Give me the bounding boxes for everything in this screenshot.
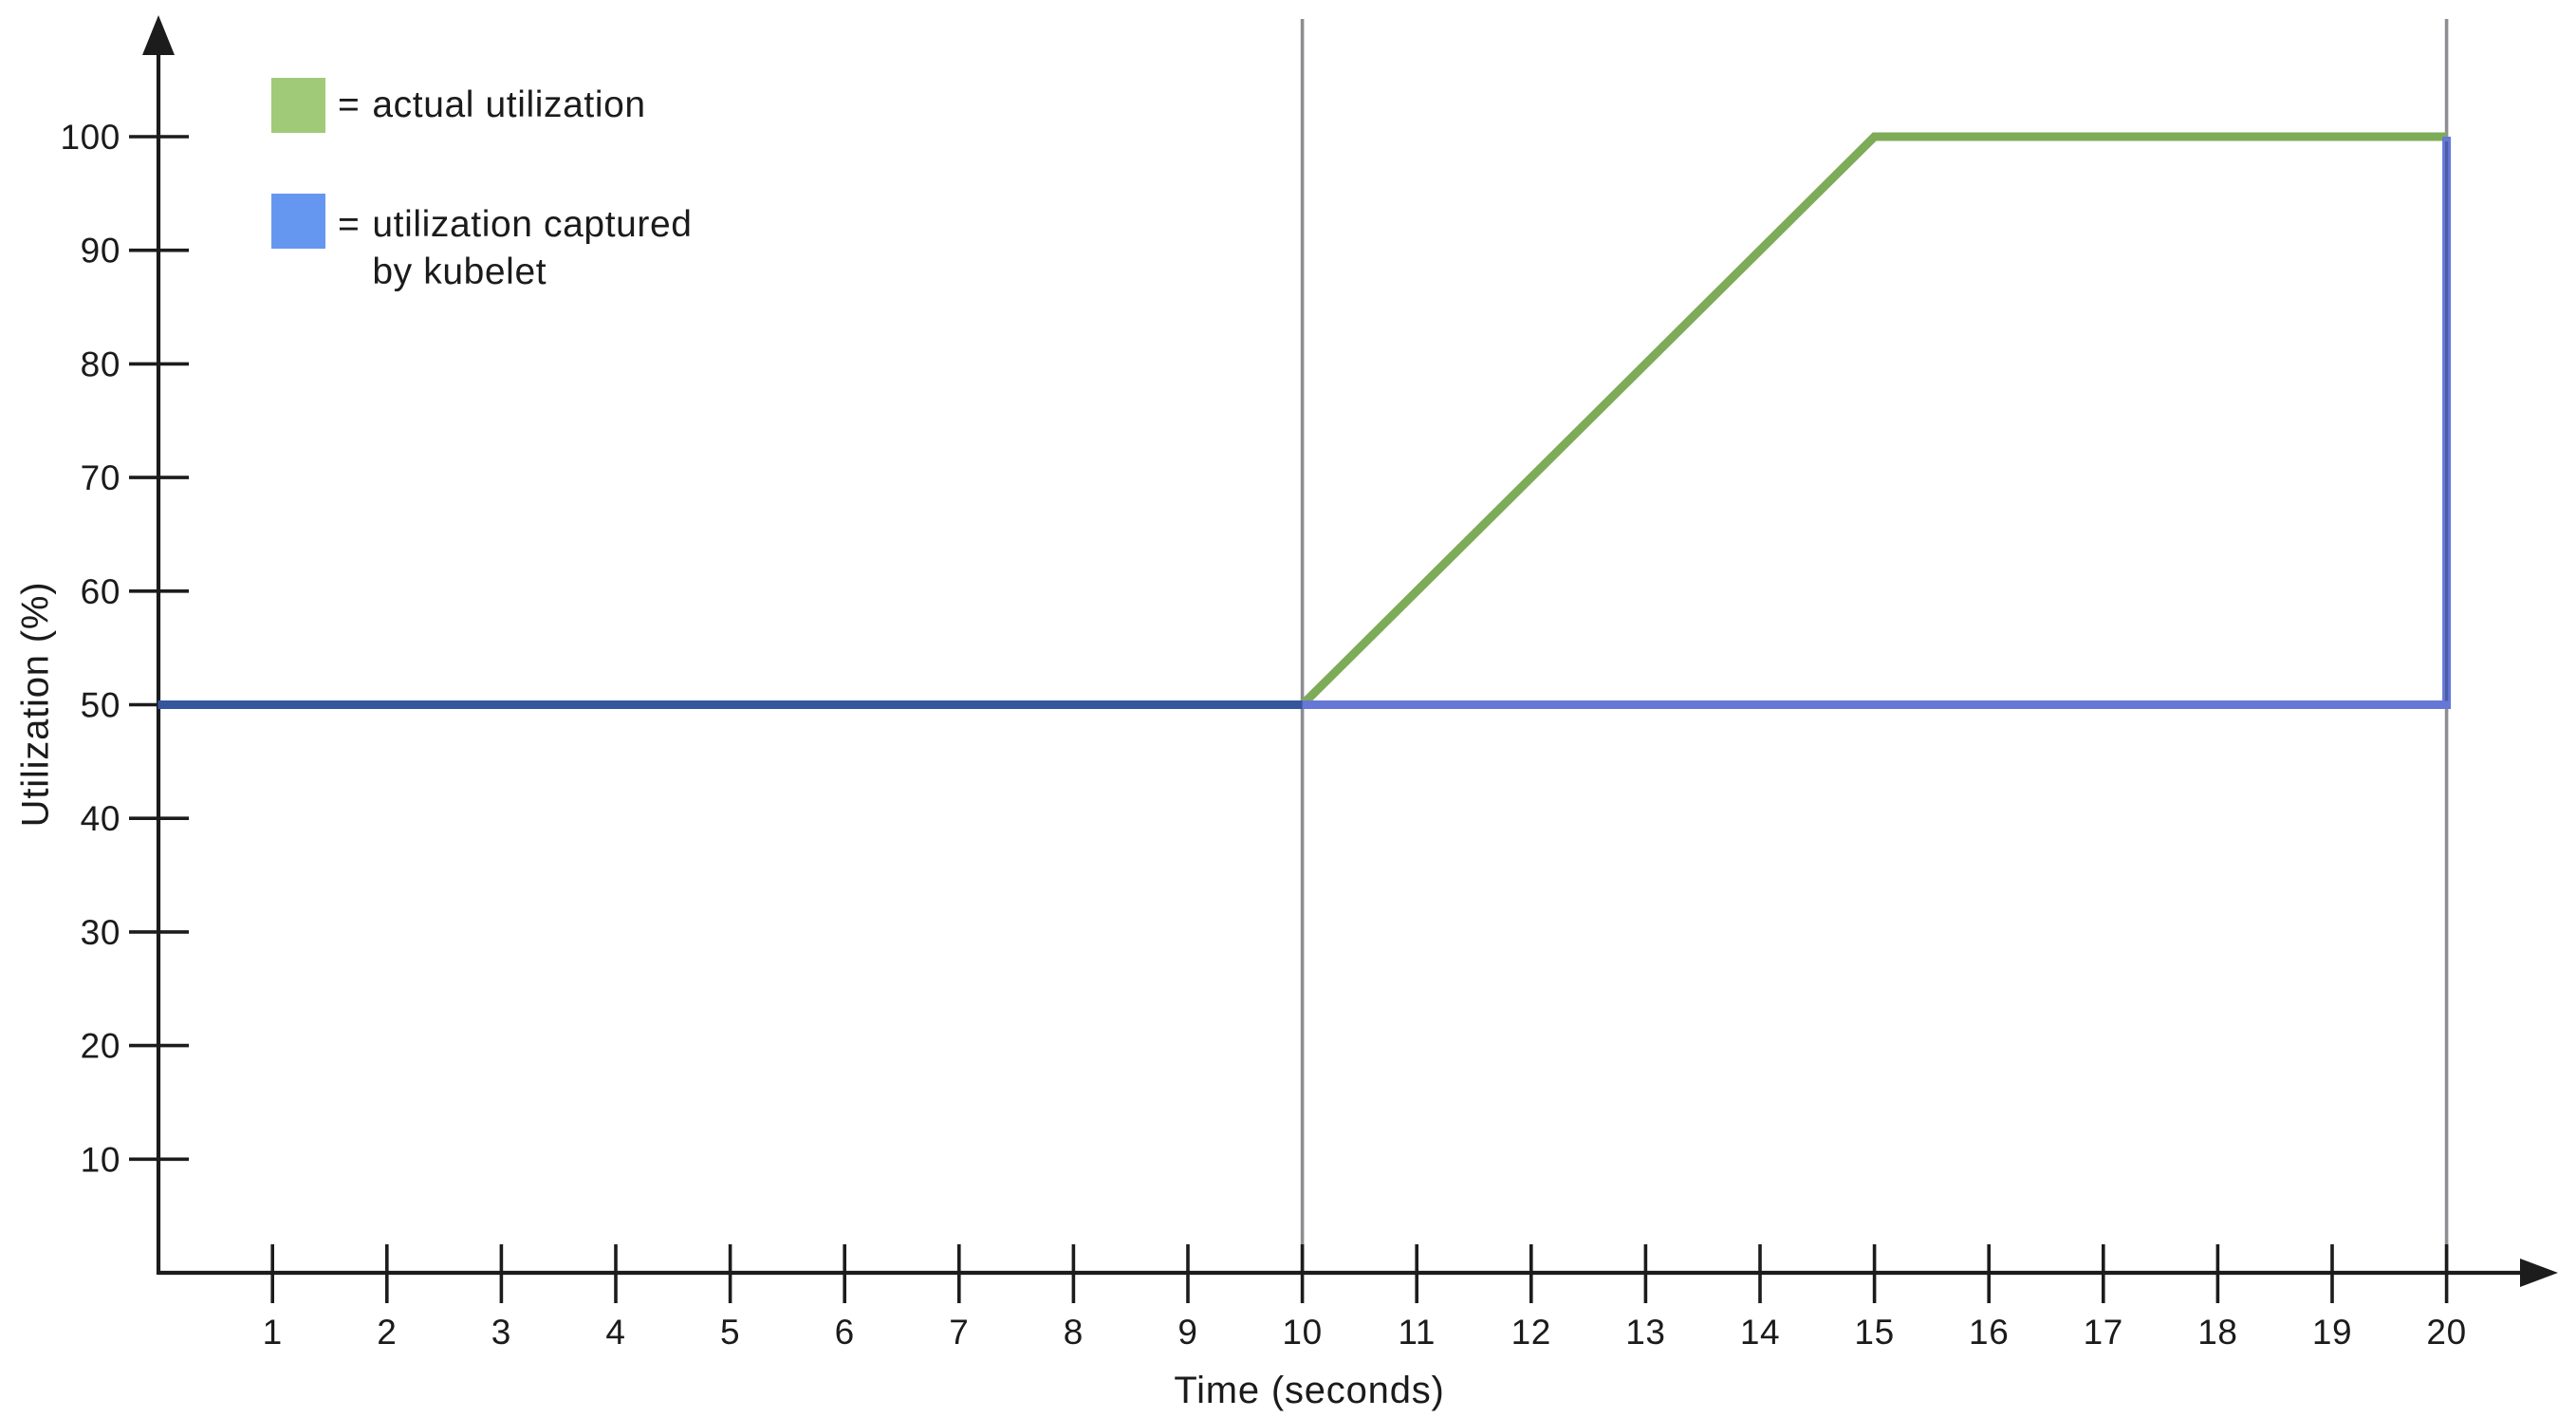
y-tick-label-40: 40	[81, 799, 120, 838]
x-tick-label-6: 6	[835, 1313, 855, 1352]
legend-label-kubelet-utilization: = utilization captured by kubelet	[338, 201, 693, 296]
legend-item-actual-utilization: = actual utilization	[271, 78, 646, 133]
y-tick-label-10: 10	[81, 1140, 120, 1179]
x-tick-label-14: 14	[1740, 1313, 1780, 1352]
y-tick-label-60: 60	[81, 572, 120, 611]
legend-text-line: by kubelet	[372, 252, 547, 292]
x-axis-title: Time (seconds)	[1174, 1370, 1445, 1411]
legend-equals-sign: =	[338, 84, 361, 125]
x-tick-label-3: 3	[491, 1313, 511, 1352]
legend-swatch-blue	[271, 194, 325, 249]
x-tick-label-1: 1	[263, 1313, 283, 1352]
legend-swatch-green	[271, 78, 325, 133]
x-tick-label-12: 12	[1511, 1313, 1551, 1352]
y-tick-label-30: 30	[81, 913, 120, 952]
x-tick-label-4: 4	[605, 1313, 625, 1352]
legend-text-line: utilization captured	[372, 204, 693, 245]
legend-equals-sign: =	[338, 204, 361, 245]
x-tick-label-18: 18	[2197, 1313, 2237, 1352]
y-tick-label-70: 70	[81, 458, 120, 497]
x-tick-label-19: 19	[2312, 1313, 2352, 1352]
x-tick-label-9: 9	[1177, 1313, 1197, 1352]
y-tick-label-50: 50	[81, 685, 120, 724]
x-tick-label-7: 7	[949, 1313, 969, 1352]
legend-item-kubelet-utilization: = utilization captured by kubelet	[271, 194, 693, 296]
x-tick-label-11: 11	[1398, 1313, 1436, 1352]
legend-label-actual-utilization: = actual utilization	[338, 82, 646, 129]
y-tick-label-20: 20	[81, 1027, 120, 1066]
x-tick-label-5: 5	[720, 1313, 740, 1352]
y-tick-label-100: 100	[60, 118, 120, 157]
x-tick-label-17: 17	[2084, 1313, 2123, 1352]
x-tick-label-10: 10	[1282, 1313, 1322, 1352]
x-tick-label-13: 13	[1625, 1313, 1665, 1352]
legend-text-line: actual utilization	[372, 84, 646, 125]
y-tick-label-90: 90	[81, 232, 120, 271]
y-axis-title: Utilization (%)	[14, 581, 57, 828]
x-tick-label-15: 15	[1854, 1313, 1894, 1352]
y-tick-label-80: 80	[81, 345, 120, 383]
x-tick-label-2: 2	[377, 1313, 397, 1352]
x-axis-arrowhead	[2520, 1259, 2558, 1287]
x-tick-label-8: 8	[1064, 1313, 1084, 1352]
x-tick-label-20: 20	[2426, 1313, 2466, 1352]
x-tick-label-16: 16	[1969, 1313, 2009, 1352]
y-axis-arrowhead	[142, 15, 175, 55]
